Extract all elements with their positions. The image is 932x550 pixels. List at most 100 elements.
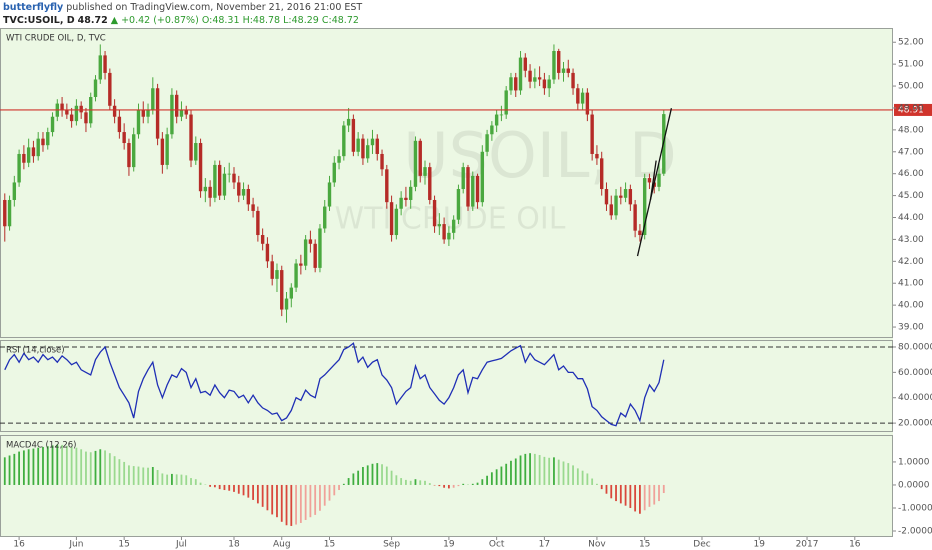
candle-body xyxy=(542,79,547,89)
candle-body xyxy=(7,199,12,227)
histogram-bar xyxy=(505,463,508,485)
panel-border xyxy=(0,28,893,338)
histogram-bar xyxy=(123,461,126,485)
histogram-bar xyxy=(147,467,149,485)
plot-background xyxy=(0,28,893,537)
candle-body xyxy=(633,204,637,231)
candle-body xyxy=(246,189,251,205)
candle-body xyxy=(566,68,570,73)
candle-body xyxy=(136,110,141,135)
histogram-bar xyxy=(576,468,579,485)
candle-body xyxy=(280,270,284,310)
histogram-bar xyxy=(285,484,288,526)
candle-body xyxy=(84,112,88,124)
price: 48.72 xyxy=(77,15,108,26)
histogram-bar xyxy=(381,464,383,485)
watermark: USOIL, D xyxy=(403,119,677,192)
candle-body xyxy=(189,114,193,161)
candle-body xyxy=(614,195,618,216)
candle-body xyxy=(146,110,150,117)
candle-body xyxy=(361,138,365,159)
histogram-bar xyxy=(495,469,498,485)
panel-border xyxy=(0,340,893,432)
candle-body xyxy=(571,72,575,89)
candle-body xyxy=(657,173,661,187)
histogram-bar xyxy=(471,483,474,485)
histogram-bar xyxy=(199,482,202,485)
candle-body xyxy=(103,55,107,73)
candle-body xyxy=(518,57,523,91)
candle-body xyxy=(337,156,341,163)
candle-body xyxy=(227,173,231,175)
candle-body xyxy=(327,182,332,207)
candle-body xyxy=(323,206,327,229)
candle-body xyxy=(609,204,613,216)
candle-body xyxy=(179,110,184,117)
y-tick-label: 39.00 xyxy=(898,323,924,333)
histogram-bar xyxy=(639,484,641,514)
candle-body xyxy=(332,162,336,183)
histogram-bar xyxy=(347,478,350,485)
x-tick-label: 17 xyxy=(539,540,550,550)
candle-body xyxy=(79,105,83,113)
histogram-bar xyxy=(271,484,274,515)
candle-body xyxy=(471,175,475,207)
candle-body xyxy=(12,182,17,200)
x-tick-label: 15 xyxy=(118,540,129,550)
histogram-bar xyxy=(428,483,431,485)
histogram-bar xyxy=(634,484,637,512)
histogram-bar xyxy=(543,456,546,485)
histogram-bar xyxy=(13,453,16,485)
candle-body xyxy=(466,167,470,207)
candle-body xyxy=(375,138,379,154)
candle-body xyxy=(533,77,537,82)
author: butterflyfly xyxy=(3,2,64,13)
histogram-bar xyxy=(171,473,173,485)
ohlc-low: L:48.29 xyxy=(283,15,319,26)
histogram-bar xyxy=(476,482,479,485)
candle-body xyxy=(93,79,98,98)
y-tick-label: 20.0000 xyxy=(898,419,932,429)
candle-body xyxy=(313,243,317,268)
histogram-bar xyxy=(553,457,555,485)
ohlc-close: C:48.72 xyxy=(321,15,359,26)
candle-body xyxy=(251,204,255,211)
y-tick-label: 47.00 xyxy=(898,147,924,157)
published: published on TradingView.com, November 2… xyxy=(66,2,363,13)
symbol: TVC:USOIL, D xyxy=(3,15,75,26)
histogram-bar xyxy=(233,484,235,492)
histogram-bar xyxy=(443,484,446,488)
histogram-bar xyxy=(610,484,613,499)
histogram-bar xyxy=(290,484,293,526)
candle-body xyxy=(155,88,160,139)
panel-title: MACD4C (12,26) xyxy=(6,441,77,451)
candle-body xyxy=(65,110,69,115)
histogram-bar xyxy=(142,467,145,485)
x-tick-label: Jun xyxy=(68,540,83,550)
candle-body xyxy=(69,114,74,122)
candle-body xyxy=(576,88,580,104)
histogram-bar xyxy=(166,474,169,485)
candle-body xyxy=(509,77,513,91)
header-line: butterflyfly published on TradingView.co… xyxy=(3,1,362,14)
watermark: WTI CRUDE OIL xyxy=(335,202,566,237)
candle-body xyxy=(184,110,188,115)
candle-body xyxy=(600,158,604,190)
candle-body xyxy=(638,230,642,236)
histogram-bar xyxy=(567,463,570,485)
histogram-bar xyxy=(605,484,608,494)
x-tick-label: 18 xyxy=(228,540,240,550)
candle-body xyxy=(122,132,126,144)
candle-body xyxy=(17,153,21,183)
candle-body xyxy=(174,94,179,117)
histogram-bar xyxy=(161,473,164,485)
candle-body xyxy=(151,88,155,111)
histogram-bar xyxy=(572,465,574,485)
histogram-bar xyxy=(8,455,11,485)
histogram-bar xyxy=(151,467,154,485)
histogram-bar xyxy=(75,447,78,485)
candle-body xyxy=(408,186,413,200)
histogram-bar xyxy=(529,453,531,485)
candle-body xyxy=(537,77,542,80)
candle-body xyxy=(275,270,279,279)
